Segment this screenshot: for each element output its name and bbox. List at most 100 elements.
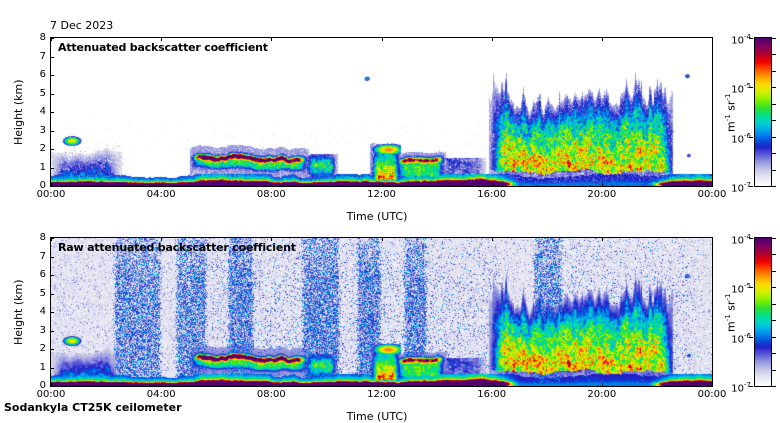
y-tick-mark-top-7 [50,57,54,58]
colorbar-minor-tick-bottom-9 [772,386,776,387]
footer-instrument-label: Sodankyla CT25K ceilometer [4,401,182,414]
y-tick-mark-top-3 [50,131,54,132]
y-tick-label-bottom-7: 7 [39,250,46,262]
y-tick-mark-bottom-1 [50,368,54,369]
x-tick-label-top-3: 12:00 [367,189,396,200]
colorbar-tick-label-top-3: 10-7 [731,181,751,195]
x-tick-label-bottom-1: 04:00 [146,389,176,400]
colorbar-tick-label-top-2: 10-6 [731,131,751,145]
x-tick-mark-upper-top-6 [712,37,713,41]
x-tick-label-bottom-6: 00:00 [697,389,727,400]
x-tick-mark-upper-top-2 [271,37,272,41]
x-tick-mark-top-1 [161,183,162,187]
y-tick-mark-bottom-7 [50,257,54,258]
x-tick-mark-bottom-6 [712,383,713,387]
y-tick-mark-top-6 [50,75,54,76]
cbar-unit-exp1-bot: -1 [724,314,732,322]
panel-label-bottom: Raw attenuated backscatter coefficient [58,241,296,254]
colorbar-tick-label-top-1: 10-5 [731,82,751,96]
colorbar-tick-mark-bottom-1 [749,287,753,288]
plot-panel-raw-attenuated-backscatter [50,237,713,387]
y-tick-mark-bottom-3 [50,331,54,332]
x-tick-label-top-2: 08:00 [256,189,286,200]
colorbar-minor-tick-top-1 [772,54,776,55]
y-tick-label-bottom-4: 4 [39,306,46,317]
x-tick-label-bottom-3: 12:00 [367,389,396,400]
x-tick-mark-upper-top-3 [382,37,383,41]
x-tick-mark-upper-bottom-5 [602,237,603,241]
x-tick-mark-upper-top-1 [161,37,162,41]
x-axis-label-top: Time (UTC) [346,210,408,223]
x-tick-mark-top-3 [382,183,383,187]
y-tick-mark-top-4 [50,112,54,113]
x-tick-mark-upper-bottom-4 [492,237,493,241]
colorbar-tick-label-top-0: 10-4 [731,33,751,47]
colorbar-minor-tick-top-8 [772,170,776,171]
x-tick-mark-top-5 [602,183,603,187]
colorbar-unit-bottom: m-1 sr-1 [724,294,738,332]
cbar-unit-sr-bot: sr [724,300,738,315]
colorbar-tick-mark-top-2 [749,137,753,138]
y-tick-mark-bottom-8 [50,238,54,239]
x-tick-mark-upper-top-0 [51,37,52,41]
x-tick-mark-upper-top-5 [602,37,603,41]
x-tick-label-top-1: 04:00 [146,189,176,200]
colorbar-minor-tick-bottom-2 [772,271,776,272]
y-tick-label-bottom-2: 2 [39,343,46,354]
x-tick-mark-upper-bottom-0 [51,237,52,241]
x-tick-mark-upper-bottom-3 [382,237,383,241]
y-tick-label-top-2: 2 [39,143,46,154]
y-tick-mark-top-8 [50,38,54,39]
colorbar-minor-tick-top-2 [772,71,776,72]
panel-label-top: Attenuated backscatter coefficient [58,41,268,54]
y-tick-mark-bottom-4 [50,312,54,313]
x-tick-mark-bottom-2 [271,383,272,387]
y-tick-label-bottom-8: 8 [39,232,46,243]
colorbar-tick-label-bottom-2: 10-6 [731,331,751,345]
x-tick-label-bottom-5: 20:00 [587,389,617,400]
cbar-unit-exp1-top: -1 [724,114,732,122]
colorbar-tick-mark-bottom-3 [749,386,753,387]
colorbar-minor-tick-bottom-8 [772,370,776,371]
x-tick-mark-upper-top-4 [492,37,493,41]
x-tick-mark-upper-bottom-2 [271,237,272,241]
y-tick-label-top-3: 3 [39,124,46,136]
colorbar-tick-mark-top-1 [749,87,753,88]
x-axis-label-bottom: Time (UTC) [346,410,408,423]
y-tick-label-bottom-3: 3 [39,324,46,336]
y-tick-label-top-5: 5 [39,87,46,99]
y-tick-mark-bottom-6 [50,275,54,276]
x-tick-mark-bottom-0 [51,383,52,387]
x-tick-mark-top-2 [271,183,272,187]
x-tick-mark-bottom-5 [602,383,603,387]
y-tick-label-bottom-5: 5 [39,287,46,299]
colorbar-minor-tick-bottom-1 [772,254,776,255]
y-tick-label-top-4: 4 [39,106,46,117]
colorbar-bottom [754,237,772,387]
colorbar-minor-tick-top-7 [772,153,776,154]
y-tick-mark-top-1 [50,168,54,169]
date-title: 7 Dec 2023 [50,19,114,32]
colorbar-minor-tick-top-4 [772,104,776,105]
y-tick-mark-top-5 [50,94,54,95]
y-tick-mark-bottom-2 [50,349,54,350]
colorbar-minor-tick-bottom-0 [772,238,776,239]
colorbar-minor-tick-bottom-3 [772,287,776,288]
colorbar-tick-mark-top-3 [749,186,753,187]
x-tick-label-bottom-2: 08:00 [256,389,286,400]
x-tick-mark-top-6 [712,183,713,187]
y-tick-label-top-1: 1 [39,161,46,173]
colorbar-tick-label-bottom-0: 10-4 [731,233,751,247]
y-tick-mark-bottom-5 [50,294,54,295]
colorbar-minor-tick-top-0 [772,38,776,39]
x-tick-mark-upper-bottom-1 [161,237,162,241]
x-tick-label-bottom-0: 00:00 [36,389,66,400]
colorbar-minor-tick-bottom-5 [772,320,776,321]
colorbar-tick-label-bottom-3: 10-7 [731,381,751,395]
colorbar-minor-tick-bottom-4 [772,304,776,305]
plot-panel-attenuated-backscatter [50,37,713,187]
colorbar-tick-mark-bottom-0 [749,238,753,239]
y-tick-label-bottom-0: 0 [39,380,46,391]
x-tick-label-bottom-4: 16:00 [477,389,507,400]
